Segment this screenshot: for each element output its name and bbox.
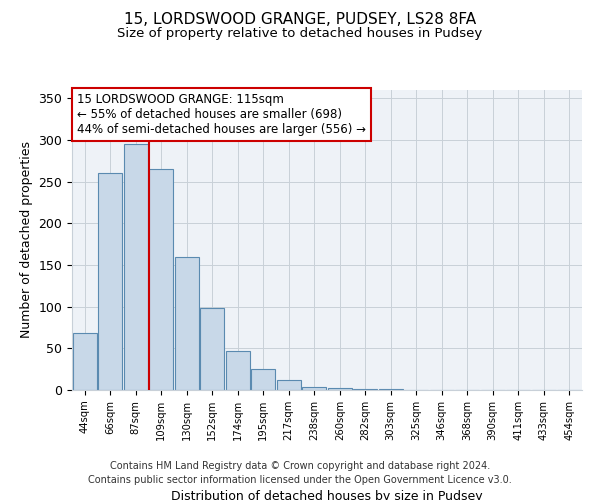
- Text: 15, LORDSWOOD GRANGE, PUDSEY, LS28 8FA: 15, LORDSWOOD GRANGE, PUDSEY, LS28 8FA: [124, 12, 476, 28]
- Bar: [124, 144, 148, 390]
- Bar: [226, 351, 250, 390]
- Y-axis label: Number of detached properties: Number of detached properties: [20, 142, 33, 338]
- Bar: [251, 369, 275, 390]
- X-axis label: Distribution of detached houses by size in Pudsey: Distribution of detached houses by size …: [171, 490, 483, 500]
- Bar: [98, 174, 122, 390]
- Bar: [175, 256, 199, 390]
- Bar: [73, 334, 97, 390]
- Text: 15 LORDSWOOD GRANGE: 115sqm
← 55% of detached houses are smaller (698)
44% of se: 15 LORDSWOOD GRANGE: 115sqm ← 55% of det…: [77, 93, 366, 136]
- Bar: [200, 308, 224, 390]
- Bar: [302, 386, 326, 390]
- Bar: [328, 388, 352, 390]
- Text: Size of property relative to detached houses in Pudsey: Size of property relative to detached ho…: [118, 28, 482, 40]
- Text: Contains HM Land Registry data © Crown copyright and database right 2024.
Contai: Contains HM Land Registry data © Crown c…: [88, 461, 512, 485]
- Bar: [277, 380, 301, 390]
- Bar: [379, 389, 403, 390]
- Bar: [149, 169, 173, 390]
- Bar: [353, 389, 377, 390]
